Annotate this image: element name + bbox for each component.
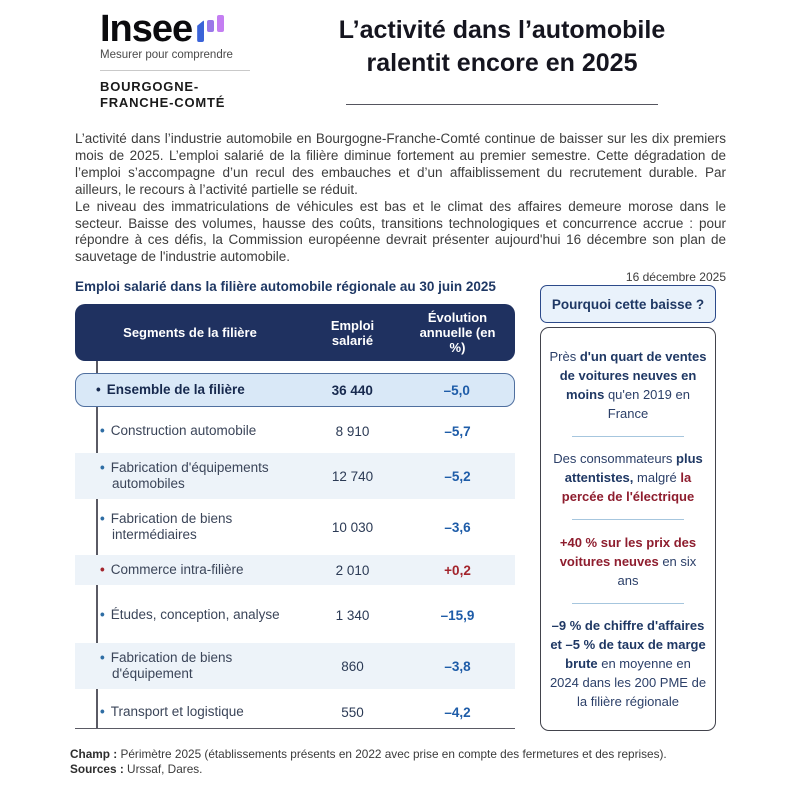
column-header-segments: Segments de la filière — [123, 325, 257, 340]
bullet-icon: • — [100, 423, 105, 438]
table-header: Segments de la filière Emploi salarié Év… — [75, 304, 515, 361]
sources-label: Sources : — [70, 762, 124, 776]
bullet-icon: • — [100, 607, 105, 622]
title-underline — [346, 104, 658, 105]
sources-text: Urssaf, Dares. — [123, 762, 203, 776]
table-row-transport: • Transport et logistique 550 –4,2 — [75, 694, 515, 730]
table-row-equipements-auto: • Fabrication d'équipements automobiles 1… — [75, 453, 515, 499]
row-label: • Ensemble de la filière — [96, 382, 245, 397]
column-header-evolution: Évolution annuelle (en %) — [419, 310, 496, 355]
sidebar-why-decline: Pourquoi cette baisse ? Près d'un quart … — [540, 285, 716, 731]
logo-divider — [100, 70, 250, 71]
table-row-etudes: • Études, conception, analyse 1 340 –15,9 — [75, 592, 515, 638]
table-left-axis-line — [96, 361, 98, 729]
intro-section: L’activité dans l’industrie automobile e… — [75, 131, 726, 284]
bullet-icon: • — [100, 704, 105, 719]
sources-note: Sources : Urssaf, Dares. — [70, 762, 730, 777]
row-label: • Fabrication d'équipements automobiles — [100, 460, 269, 491]
intro-paragraph-1: L’activité dans l’industrie automobile e… — [75, 131, 726, 197]
page-title: L’activité dans l’automobile ralentit en… — [298, 14, 706, 80]
champ-text: Périmètre 2025 (établissements présents … — [117, 747, 667, 761]
row-label: • Transport et logistique — [100, 704, 244, 719]
column-header-emploi: Emploi salarié — [330, 317, 375, 348]
sidebar-divider — [572, 602, 684, 604]
row-value: 12 740 — [331, 468, 374, 484]
row-label: • Commerce intra-filière — [100, 562, 244, 577]
row-value: 860 — [341, 658, 364, 674]
champ-label: Champ : — [70, 747, 118, 761]
champ-note: Champ : Périmètre 2025 (établissements p… — [70, 747, 730, 762]
row-label: • Fabrication de biens d'équipement — [100, 650, 233, 681]
table-bottom-axis-line — [75, 727, 515, 729]
row-value: 550 — [341, 704, 364, 720]
row-label: • Études, conception, analyse — [100, 607, 280, 622]
region-name: BOURGOGNE- FRANCHE-COMTÉ — [100, 79, 260, 111]
footnotes: Champ : Périmètre 2025 (établissements p… — [70, 747, 730, 777]
row-evolution: –5,2 — [444, 468, 471, 484]
row-evolution: +0,2 — [444, 562, 471, 578]
insee-logo: Insee — [100, 8, 260, 50]
row-evolution: –15,9 — [440, 607, 475, 623]
sidebar-content-box: Près d'un quart de ventes de voitures ne… — [540, 327, 716, 731]
title-block: L’activité dans l’automobile ralentit en… — [298, 14, 706, 105]
sidebar-divider — [572, 435, 684, 437]
table-title: Emploi salarié dans la filière automobil… — [75, 279, 496, 294]
row-evolution: –3,6 — [444, 519, 471, 535]
publication-date: 16 décembre 2025 — [625, 270, 726, 285]
title-line2: ralentit encore en 2025 — [366, 49, 638, 77]
row-label: • Construction automobile — [100, 423, 257, 438]
bullet-icon: • — [100, 511, 105, 526]
sidebar-block-consommateurs: Des consommateurs plus attentistes, malg… — [553, 451, 703, 505]
row-evolution: –5,7 — [444, 423, 471, 439]
table-row-ensemble: • Ensemble de la filière 36 440 –5,0 — [75, 373, 515, 407]
insee-logo-block: Insee Mesurer pour comprendre BOURGOGNE-… — [100, 8, 260, 111]
table-body: • Ensemble de la filière 36 440 –5,0 • Con… — [75, 361, 515, 729]
insee-tagline: Mesurer pour comprendre — [100, 49, 233, 61]
bullet-icon: • — [96, 382, 101, 397]
insee-logo-bars-icon — [197, 10, 225, 42]
row-value: 10 030 — [331, 519, 374, 535]
bullet-icon: • — [100, 562, 105, 577]
insee-brand-text: Insee — [100, 8, 193, 50]
table-row-construction: • Construction automobile 8 910 –5,7 — [75, 416, 515, 446]
row-value: 36 440 — [331, 382, 373, 398]
sidebar-title: Pourquoi cette baisse ? — [540, 285, 716, 323]
region-line2: FRANCHE-COMTÉ — [100, 95, 226, 110]
table-row-biens-equipement: • Fabrication de biens d'équipement 860 –… — [75, 643, 515, 689]
row-evolution: –4,2 — [444, 704, 471, 720]
sidebar-divider — [572, 519, 684, 520]
title-line1: L’activité dans l’automobile — [338, 16, 666, 44]
sidebar-block-chiffre-affaires: –9 % de chiffre d'affaires et –5 % de ta… — [549, 618, 707, 710]
table-row-biens-intermediaires: • Fabrication de biens intermédiaires 10 … — [75, 504, 515, 550]
row-evolution: –3,8 — [444, 658, 471, 674]
row-value: 8 910 — [335, 423, 370, 439]
bullet-icon: • — [100, 650, 105, 665]
row-label: • Fabrication de biens intermédiaires — [100, 511, 233, 542]
row-value: 2 010 — [335, 562, 370, 578]
intro-paragraph-2: Le niveau des immatriculations de véhicu… — [75, 198, 726, 265]
sidebar-block-prix: +40 % sur les prix des voitures neuves e… — [559, 534, 697, 588]
table-row-commerce: • Commerce intra-filière 2 010 +0,2 — [75, 555, 515, 585]
sidebar-block-ventes: Près d'un quart de ventes de voitures ne… — [549, 348, 707, 421]
bullet-icon: • — [100, 460, 105, 475]
row-evolution: –5,0 — [443, 382, 470, 398]
region-line1: BOURGOGNE- — [100, 79, 199, 94]
employment-table-section: Emploi salarié dans la filière automobil… — [75, 279, 515, 729]
row-value: 1 340 — [335, 607, 370, 623]
